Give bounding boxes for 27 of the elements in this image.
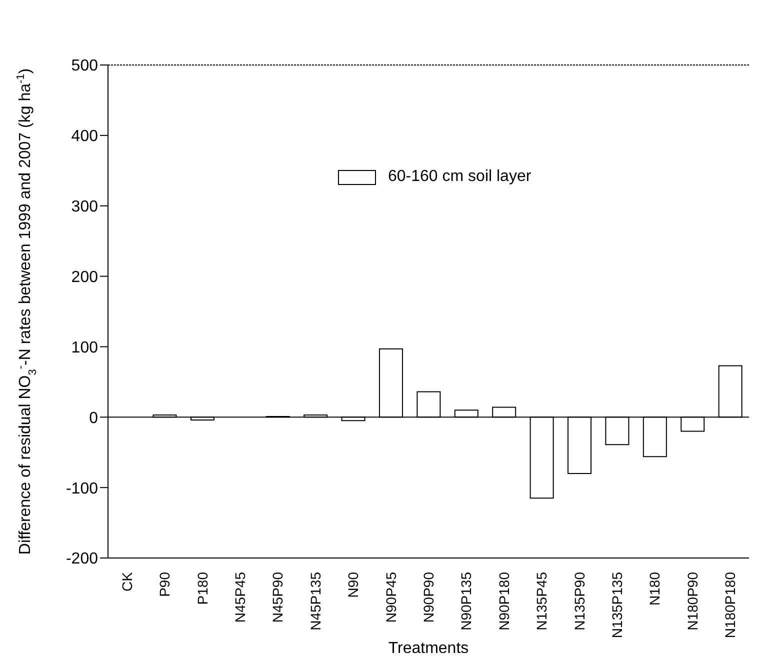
x-tick-label: N135P135 [609,572,626,638]
x-tick-label: N180P90 [684,572,700,630]
y-tick-label: -200 [66,550,98,568]
legend-label: 60-160 cm soil layer [387,168,532,186]
x-tick-label: N135P45 [534,572,550,630]
x-tick-label: N90P180 [496,572,512,630]
x-tick-label: N90P45 [382,572,399,623]
y-tick-label: 500 [71,58,98,75]
x-tick-label: N180P180 [722,572,738,638]
y-tick-label: 100 [71,339,98,356]
y-tick-label: 200 [71,268,98,286]
y-tick-label: 300 [71,198,98,216]
x-tick-label: N90P135 [458,572,474,630]
x-tick-label: N45P90 [270,572,286,623]
x-tick-label: N45P45 [232,572,248,623]
y-tick-label: 0 [89,410,98,427]
x-tick-label: N90 [345,572,362,598]
x-tick-label: N45P135 [307,572,324,630]
x-tick-label: N180 [646,572,663,606]
x-tick-label: P180 [194,572,210,605]
x-tick-label: CK [118,571,135,592]
x-tick-label: P90 [156,572,173,597]
x-axis-title: Treatments [388,640,469,657]
y-tick-label: 400 [71,128,98,146]
y-tick-label: -100 [66,480,98,498]
x-tick-label: N135P90 [571,572,588,630]
x-tick-label: N90P90 [420,572,436,623]
